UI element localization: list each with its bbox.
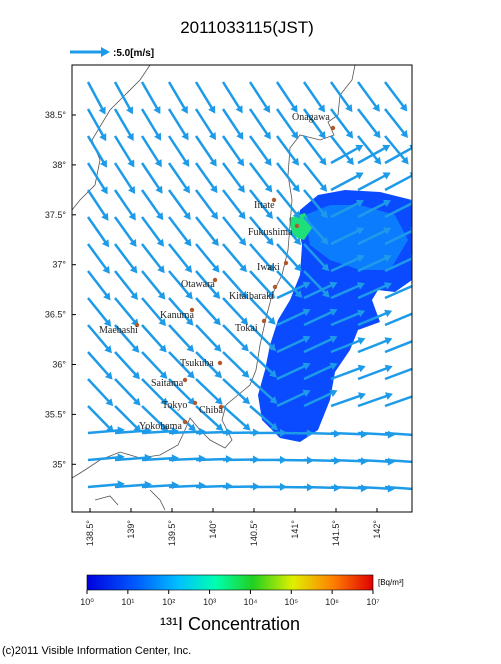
footer: (c)2011 Visible Information Center, Inc. bbox=[2, 645, 191, 657]
map bbox=[72, 65, 422, 512]
lat-tick-label: 36° bbox=[52, 360, 66, 370]
colorbar-tick-label: 10⁶ bbox=[325, 597, 339, 607]
city-label: Kanuma bbox=[160, 310, 194, 321]
city-label: Saitama bbox=[151, 378, 184, 389]
lon-tick-label: 138.5° bbox=[85, 520, 95, 547]
city-dot bbox=[331, 126, 335, 130]
colorbar-tick-label: 10¹ bbox=[121, 597, 134, 607]
colorbar: [Bq/m³] 10⁰ 10¹ 10² 10³ 10⁴ 10⁵ 10⁶ 10⁷ ¹³¹I Co… bbox=[80, 575, 404, 634]
city-label: Fukushima bbox=[248, 227, 293, 238]
lon-tick-label: 139.5° bbox=[167, 520, 177, 547]
lat-tick-label: 35° bbox=[52, 459, 66, 469]
city-dot bbox=[295, 224, 299, 228]
city-label: Tsukuba bbox=[180, 358, 214, 369]
city-dot bbox=[218, 361, 222, 365]
city-dot bbox=[183, 378, 187, 382]
city-label: Iwaki bbox=[257, 262, 280, 273]
lat-tick-label: 37.5° bbox=[45, 210, 67, 220]
lat-tick-label: 38.5° bbox=[45, 110, 67, 120]
colorbar-tick-label: 10⁵ bbox=[284, 597, 298, 607]
city-label: Otawara bbox=[181, 279, 215, 290]
city-label: Yokohama bbox=[139, 421, 182, 432]
lat-tick-label: 38° bbox=[52, 160, 66, 170]
city-label: Kitaibaraki bbox=[229, 291, 274, 302]
lat-tick-label: 36.5° bbox=[45, 310, 67, 320]
city-dot bbox=[262, 319, 266, 323]
colorbar-tick-label: 10⁰ bbox=[80, 597, 94, 607]
city-label: Onagawa bbox=[292, 112, 330, 123]
city-dot bbox=[193, 401, 197, 405]
colorbar-ramp bbox=[87, 575, 373, 590]
wind-arrow-head bbox=[415, 431, 422, 439]
city-label: Tokai bbox=[235, 323, 258, 334]
wind-scale: :5.0[m/s] bbox=[70, 47, 154, 59]
lon-tick-label: 142° bbox=[372, 520, 382, 539]
city-label: Chiba bbox=[199, 405, 223, 416]
title: 2011033115(JST) bbox=[180, 18, 314, 37]
colorbar-tick-label: 10⁴ bbox=[243, 597, 257, 607]
wind-arrow-head bbox=[412, 392, 420, 400]
city-label: Maebashi bbox=[99, 325, 138, 336]
city-dot bbox=[183, 420, 187, 424]
wind-arrow-head bbox=[412, 365, 420, 372]
lon-tick-label: 140.5° bbox=[249, 520, 259, 547]
wind-scale-label: :5.0[m/s] bbox=[113, 48, 154, 59]
colorbar-tick-label: 10² bbox=[162, 597, 175, 607]
wind-arrow-head bbox=[415, 485, 422, 493]
lon-tick-label: 139° bbox=[126, 520, 136, 539]
wind-arrow-head bbox=[411, 337, 419, 344]
colorbar-unit: [Bq/m³] bbox=[378, 578, 404, 587]
wind-scale-head bbox=[101, 47, 110, 57]
colorbar-ticks: 10⁰ 10¹ 10² 10³ 10⁴ 10⁵ 10⁶ 10⁷ bbox=[80, 590, 379, 607]
wind-arrow-head bbox=[415, 458, 422, 466]
city-dot bbox=[273, 285, 277, 289]
city-dot bbox=[284, 261, 288, 265]
lon-tick-label: 141° bbox=[290, 520, 300, 539]
lat-tick-label: 35.5° bbox=[45, 409, 67, 419]
lon-tick-label: 140° bbox=[208, 520, 218, 539]
city-label: Tokyo bbox=[162, 400, 187, 411]
colorbar-tick-label: 10⁷ bbox=[366, 597, 379, 607]
lon-tick-label: 141.5° bbox=[331, 520, 341, 547]
colorbar-title: ¹³¹I Concentration bbox=[160, 614, 300, 634]
city-label: Iitate bbox=[254, 200, 275, 211]
colorbar-tick-label: 10³ bbox=[203, 597, 216, 607]
lat-tick-label: 37° bbox=[52, 260, 66, 270]
